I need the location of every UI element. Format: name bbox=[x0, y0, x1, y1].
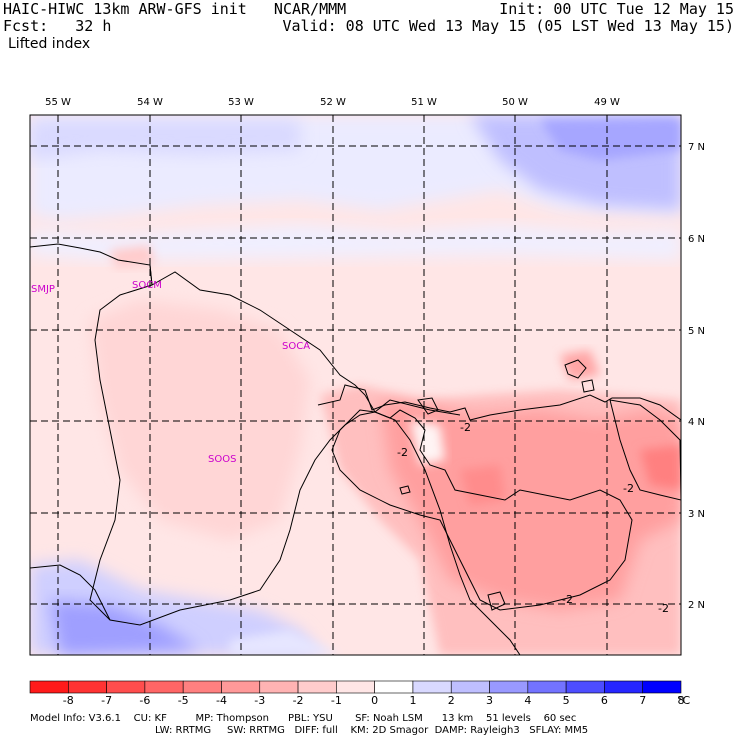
colorbar-level-label: 4 bbox=[524, 694, 531, 707]
colorbar-level-label: -8 bbox=[63, 694, 74, 707]
colorbar-level-label: 8 bbox=[678, 694, 685, 707]
colorbar-swatch bbox=[412, 680, 452, 694]
contour-label: -2 bbox=[397, 446, 408, 459]
contour-label: -2 bbox=[460, 421, 471, 434]
model-info-line2: LW: RRTMG SW: RRTMG DIFF: full KM: 2D Sm… bbox=[155, 725, 589, 736]
lon-label: 53 W bbox=[228, 97, 254, 108]
colorbar-swatch bbox=[450, 680, 490, 694]
shaded-field bbox=[30, 115, 681, 655]
colorbar-swatch bbox=[259, 680, 299, 694]
map-frame bbox=[29, 114, 682, 656]
colorbar-level-label: 3 bbox=[486, 694, 493, 707]
colorbar-level-label: 0 bbox=[371, 694, 378, 707]
lon-label: 54 W bbox=[137, 97, 163, 108]
station-label: SMJP bbox=[31, 284, 55, 295]
colorbar-swatch bbox=[489, 680, 529, 694]
lat-axis: 7 N 6 N 5 N 4 N 3 N 2 N bbox=[688, 142, 705, 611]
colorbar-swatch bbox=[527, 680, 567, 694]
colorbar-level-label: 5 bbox=[563, 694, 570, 707]
lat-label: 4 N bbox=[688, 417, 705, 428]
colorbar: -8 -7 -6 -5 -4 -3 -2 -1 0 1 2 3 4 5 6 7 8°C bbox=[29, 680, 691, 707]
station-label: SOCM bbox=[132, 280, 162, 291]
lat-label: 7 N bbox=[688, 142, 705, 153]
colorbar-level-label: -3 bbox=[254, 694, 265, 707]
station-label: SOCA bbox=[282, 341, 310, 352]
colorbar-level-label: -5 bbox=[178, 694, 189, 707]
coastline-borders bbox=[30, 243, 521, 655]
colorbar-unit: °C bbox=[677, 694, 691, 707]
colorbar-swatch bbox=[604, 680, 644, 694]
lon-label: 55 W bbox=[45, 97, 71, 108]
colorbar-level-label: 1 bbox=[409, 694, 416, 707]
colorbar-level-label: -4 bbox=[216, 694, 227, 707]
init-time: Init: 00 UTC Tue 12 May 15 bbox=[499, 0, 734, 18]
colorbar-level-label: 2 bbox=[448, 694, 455, 707]
colorbar-swatch bbox=[29, 680, 69, 694]
colorbar-swatch bbox=[144, 680, 184, 694]
lat-label: 2 N bbox=[688, 600, 705, 611]
colorbar-level-label: -1 bbox=[331, 694, 342, 707]
colorbar-swatch bbox=[182, 680, 222, 694]
colorbar-level-label: -2 bbox=[293, 694, 304, 707]
lat-label: 5 N bbox=[688, 326, 705, 337]
contour-lines bbox=[317, 359, 681, 611]
plot-title: HAIC-HIWC 13km ARW-GFS init NCAR/MMM bbox=[3, 0, 347, 18]
station-label: SOOS bbox=[208, 454, 236, 465]
forecast-hour: Fcst: 32 h bbox=[3, 17, 112, 35]
lat-label: 3 N bbox=[688, 509, 705, 520]
field-name: Lifted index bbox=[8, 36, 91, 52]
colorbar-swatch bbox=[221, 680, 261, 694]
colorbar-swatch bbox=[642, 680, 682, 694]
colorbar-swatch bbox=[374, 680, 414, 694]
contour-label: -2 bbox=[658, 602, 669, 615]
valid-time: Valid: 08 UTC Wed 13 May 15 (05 LST Wed … bbox=[282, 17, 734, 35]
lon-label: 51 W bbox=[411, 97, 437, 108]
colorbar-swatch bbox=[106, 680, 146, 694]
colorbar-level-label: 7 bbox=[639, 694, 646, 707]
colorbar-swatch bbox=[297, 680, 337, 694]
contour-label: -2 bbox=[623, 482, 634, 495]
lon-axis: 55 W 54 W 53 W 52 W 51 W 50 W 49 W bbox=[45, 97, 620, 108]
lon-label: 49 W bbox=[594, 97, 620, 108]
colorbar-level-label: 6 bbox=[601, 694, 608, 707]
colorbar-swatch bbox=[67, 680, 107, 694]
contour-label: -2 bbox=[562, 593, 573, 606]
model-info-line1: Model Info: V3.6.1 CU: KF MP: Thompson P… bbox=[30, 713, 577, 724]
lat-label: 6 N bbox=[688, 234, 705, 245]
latlon-grid bbox=[30, 115, 681, 655]
colorbar-level-label: -7 bbox=[101, 694, 112, 707]
colorbar-swatch bbox=[336, 680, 375, 694]
lon-label: 50 W bbox=[502, 97, 528, 108]
colorbar-level-label: -6 bbox=[139, 694, 150, 707]
colorbar-swatch bbox=[565, 680, 605, 694]
lon-label: 52 W bbox=[320, 97, 346, 108]
